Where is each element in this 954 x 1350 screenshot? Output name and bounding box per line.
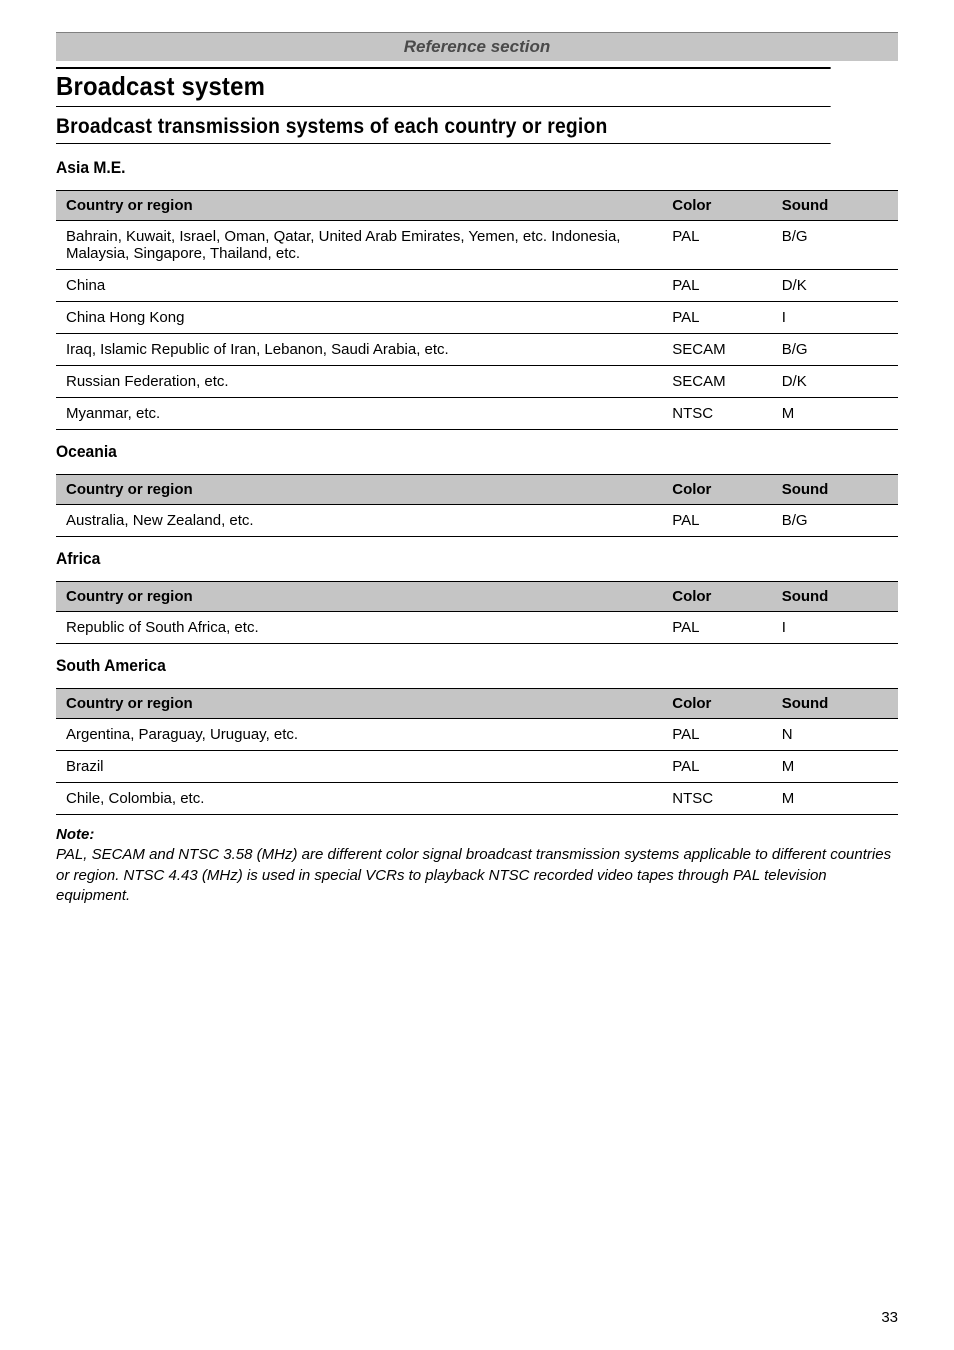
cell-region: China <box>56 270 662 302</box>
cell-region: Russian Federation, etc. <box>56 366 662 398</box>
note-heading: Note: <box>56 825 898 845</box>
cell-color: SECAM <box>662 366 771 398</box>
cell-sound: I <box>772 612 898 644</box>
cell-color: PAL <box>662 719 771 751</box>
reference-section-header: Reference section <box>56 32 898 61</box>
cell-region: Bahrain, Kuwait, Israel, Oman, Qatar, Un… <box>56 221 662 270</box>
broadcast-table: Country or regionColorSoundRepublic of S… <box>56 581 898 644</box>
column-header-color: Color <box>662 475 771 505</box>
cell-color: PAL <box>662 270 771 302</box>
page-number: 33 <box>881 1309 898 1326</box>
cell-color: PAL <box>662 751 771 783</box>
table-row: Chile, Colombia, etc.NTSCM <box>56 783 898 815</box>
column-header-region: Country or region <box>56 475 662 505</box>
cell-color: SECAM <box>662 334 771 366</box>
column-header-sound: Sound <box>772 689 898 719</box>
column-header-sound: Sound <box>772 191 898 221</box>
table-row: Bahrain, Kuwait, Israel, Oman, Qatar, Un… <box>56 221 898 270</box>
table-row: Russian Federation, etc.SECAMD/K <box>56 366 898 398</box>
table-row: BrazilPALM <box>56 751 898 783</box>
column-header-region: Country or region <box>56 191 662 221</box>
column-header-region: Country or region <box>56 582 662 612</box>
cell-color: NTSC <box>662 398 771 430</box>
column-header-region: Country or region <box>56 689 662 719</box>
column-header-color: Color <box>662 582 771 612</box>
cell-color: PAL <box>662 505 771 537</box>
cell-region: Brazil <box>56 751 662 783</box>
cell-color: PAL <box>662 221 771 270</box>
section-label: Africa <box>56 549 831 569</box>
cell-region: Australia, New Zealand, etc. <box>56 505 662 537</box>
section-label: South America <box>56 656 831 676</box>
cell-sound: D/K <box>772 270 898 302</box>
broadcast-table: Country or regionColorSoundAustralia, Ne… <box>56 474 898 537</box>
note-block: Note: PAL, SECAM and NTSC 3.58 (MHz) are… <box>56 825 898 906</box>
broadcast-table: Country or regionColorSound Bahrain, Kuwa… <box>56 190 898 430</box>
cell-region: Republic of South Africa, etc. <box>56 612 662 644</box>
column-header-sound: Sound <box>772 475 898 505</box>
cell-region: Chile, Colombia, etc. <box>56 783 662 815</box>
cell-color: PAL <box>662 612 771 644</box>
table-row: Myanmar, etc.NTSCM <box>56 398 898 430</box>
table-row: ChinaPALD/K <box>56 270 898 302</box>
cell-sound: M <box>772 398 898 430</box>
broadcast-table: Country or regionColorSoundArgentina, Pa… <box>56 688 898 815</box>
section-label: Asia M.E. <box>56 158 831 178</box>
cell-sound: D/K <box>772 366 898 398</box>
cell-color: PAL <box>662 302 771 334</box>
column-header-color: Color <box>662 689 771 719</box>
cell-region: China Hong Kong <box>56 302 662 334</box>
cell-region: Argentina, Paraguay, Uruguay, etc. <box>56 719 662 751</box>
cell-color: NTSC <box>662 783 771 815</box>
cell-sound: I <box>772 302 898 334</box>
cell-sound: M <box>772 751 898 783</box>
cell-sound: B/G <box>772 334 898 366</box>
cell-sound: B/G <box>772 505 898 537</box>
table-row: Argentina, Paraguay, Uruguay, etc.PALN <box>56 719 898 751</box>
note-body: PAL, SECAM and NTSC 3.58 (MHz) are diffe… <box>56 845 898 906</box>
cell-sound: M <box>772 783 898 815</box>
table-row: Australia, New Zealand, etc.PALB/G <box>56 505 898 537</box>
cell-sound: B/G <box>772 221 898 270</box>
section-label: Oceania <box>56 442 831 462</box>
column-header-sound: Sound <box>772 582 898 612</box>
table-row: Republic of South Africa, etc.PALI <box>56 612 898 644</box>
page-title: Broadcast system <box>56 67 831 107</box>
cell-sound: N <box>772 719 898 751</box>
column-header-color: Color <box>662 191 771 221</box>
table-row: China Hong KongPALI <box>56 302 898 334</box>
cell-region: Myanmar, etc. <box>56 398 662 430</box>
page-subtitle: Broadcast transmission systems of each c… <box>56 107 831 144</box>
cell-region: Iraq, Islamic Republic of Iran, Lebanon,… <box>56 334 662 366</box>
table-row: Iraq, Islamic Republic of Iran, Lebanon,… <box>56 334 898 366</box>
